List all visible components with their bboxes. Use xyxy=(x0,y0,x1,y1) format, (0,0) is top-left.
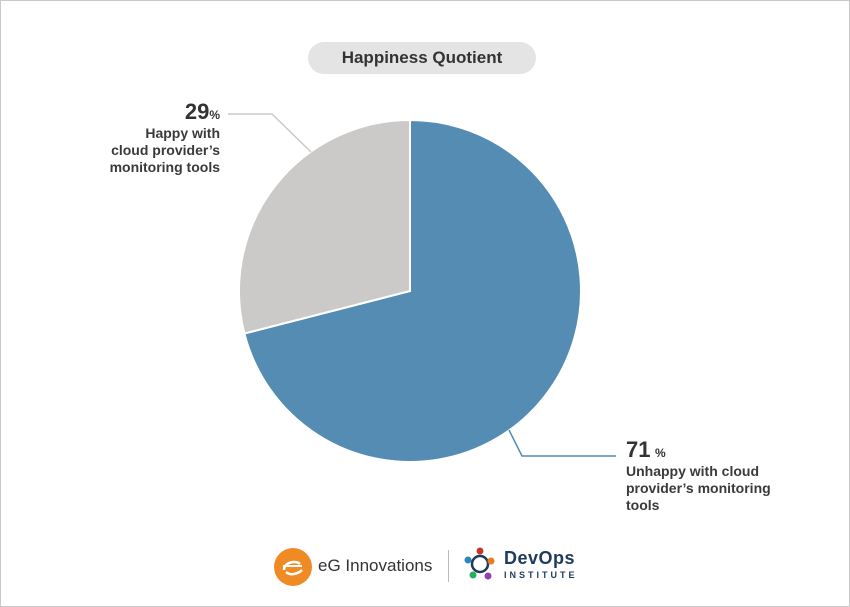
pct-sym-unhappy: % xyxy=(654,446,666,460)
desc-happy-3: monitoring tools xyxy=(109,159,220,175)
label-happy: 29% Happy with cloud provider’s monitori… xyxy=(96,99,220,176)
footer-divider xyxy=(448,550,449,582)
eg-innovations-logo-icon xyxy=(274,548,312,586)
chart-title: Happiness Quotient xyxy=(308,42,536,74)
leader-line-happy xyxy=(228,113,312,153)
eg-innovations-name: eG Innovations xyxy=(318,556,433,575)
devops-institute-logo-icon xyxy=(464,547,495,580)
pie-slice-unhappy xyxy=(243,118,582,463)
desc-happy-2: cloud provider’s xyxy=(111,142,220,158)
label-unhappy: 71 % Unhappy with cloud provider’s monit… xyxy=(626,437,796,514)
desc-happy-1: Happy with xyxy=(145,125,220,141)
desc-unhappy-2: provider’s monitoring xyxy=(626,480,771,496)
pct-sym-happy: % xyxy=(209,108,220,122)
devops-institute-subtitle: INSTITUTE xyxy=(504,570,578,580)
pie-slice-happy xyxy=(238,118,411,335)
pct-unhappy: 71 xyxy=(626,437,651,462)
leader-line-unhappy xyxy=(508,429,616,457)
desc-unhappy-1: Unhappy with cloud xyxy=(626,463,759,479)
desc-unhappy-3: tools xyxy=(626,497,660,513)
devops-institute-name: DevOps xyxy=(504,548,576,568)
pct-happy: 29 xyxy=(184,99,210,124)
